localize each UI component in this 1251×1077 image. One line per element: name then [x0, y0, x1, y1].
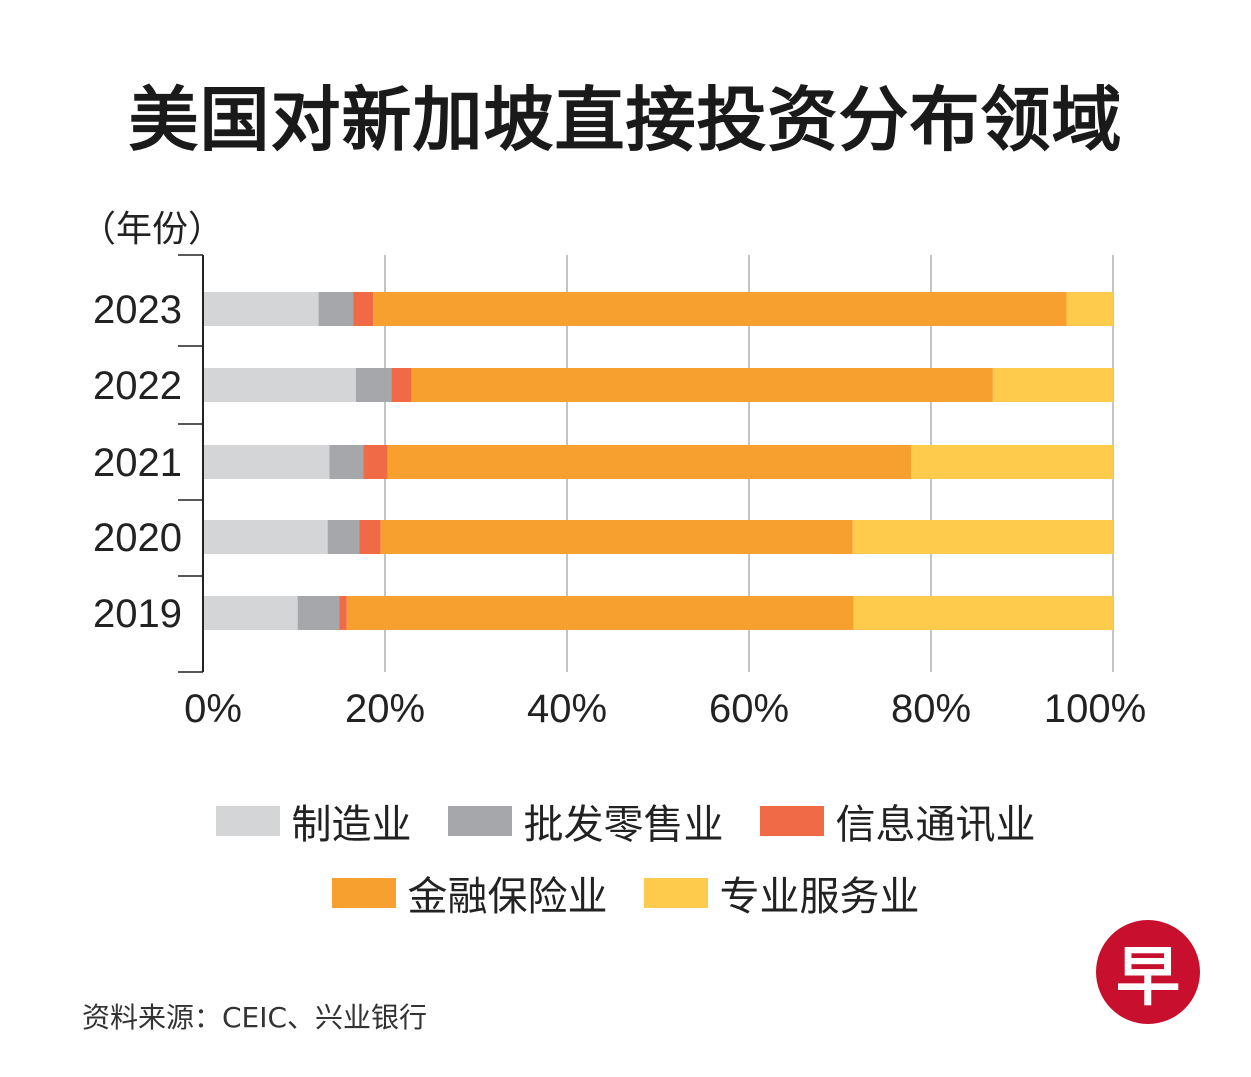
legend: 制造业 批发零售业 信息通讯业金融保险业 专业服务业 [0, 785, 1251, 929]
bar-segment-2019-0 [203, 596, 298, 630]
chart-plot: 2023 2022 2021 2020 2019 0% 20% 40% 60% 80% 100% [93, 254, 1146, 731]
legend-label: 制造业 [291, 802, 412, 848]
legend-label: 信息通讯业 [835, 802, 1036, 848]
bar-segment-2022-2 [391, 368, 412, 402]
legend-item: 信息通讯业 [759, 792, 1036, 850]
legend-swatch [215, 806, 280, 836]
bar-segment-2021-1 [329, 445, 364, 479]
legend-row: 制造业 批发零售业 信息通讯业 [0, 785, 1251, 857]
brand-logo: 早 [1096, 920, 1200, 1024]
bar-segment-2021-0 [203, 445, 330, 479]
bar-segment-2022-1 [355, 368, 392, 402]
legend-item: 专业服务业 [643, 864, 920, 922]
bar-segment-2019-2 [339, 596, 347, 630]
legend-row: 金融保险业 专业服务业 [0, 857, 1251, 929]
bar-segment-2020-1 [327, 520, 360, 554]
y-tick-label: 2022 [93, 364, 182, 408]
y-tick-label: 2019 [93, 592, 182, 636]
x-tick-label: 40% [527, 687, 607, 731]
chart-title: 美国对新加坡直接投资分布领域 [128, 79, 1123, 161]
legend-swatch [331, 878, 396, 908]
y-tick-label: 2021 [93, 441, 182, 485]
x-tick-label: 80% [891, 687, 971, 731]
x-tick-label: 0% [184, 687, 242, 731]
y-tick-label: 2020 [93, 516, 182, 560]
legend-label: 批发零售业 [523, 802, 724, 848]
bar-segment-2022-4 [992, 368, 1113, 402]
bar-segment-2023-0 [203, 292, 319, 326]
bar-segment-2021-4 [910, 445, 1113, 479]
bar-segment-2019-3 [346, 596, 854, 630]
legend-item: 金融保险业 [331, 864, 608, 922]
bar-segment-2020-2 [359, 520, 381, 554]
legend-item: 批发零售业 [447, 792, 724, 850]
bar-segment-2019-1 [297, 596, 340, 630]
legend-item: 制造业 [215, 792, 412, 850]
bar-segment-2023-1 [318, 292, 354, 326]
bar-segment-2021-3 [387, 445, 911, 479]
bar-segment-2023-3 [373, 292, 1067, 326]
bar-segment-2022-3 [411, 368, 993, 402]
legend-label: 专业服务业 [719, 874, 920, 920]
legend-swatch [759, 806, 824, 836]
y-tick-label: 2023 [93, 288, 182, 332]
x-tick-label: 100% [1044, 687, 1146, 731]
x-tick-label: 60% [709, 687, 789, 731]
bar-segment-2020-3 [380, 520, 853, 554]
legend-swatch [447, 806, 512, 836]
source-note: 资料来源：CEIC、兴业银行 [82, 1001, 428, 1034]
legend-swatch [643, 878, 708, 908]
bar-segment-2022-0 [203, 368, 356, 402]
bar-segment-2020-0 [203, 520, 328, 554]
x-tick-label: 20% [345, 687, 425, 731]
bar-segment-2023-4 [1066, 292, 1113, 326]
bar-segment-2019-4 [853, 596, 1113, 630]
bar-segment-2023-2 [353, 292, 374, 326]
legend-label: 金融保险业 [407, 874, 608, 920]
bar-segment-2020-4 [852, 520, 1113, 554]
y-axis-unit-label: （年份） [80, 209, 225, 250]
bar-segment-2021-2 [363, 445, 388, 479]
